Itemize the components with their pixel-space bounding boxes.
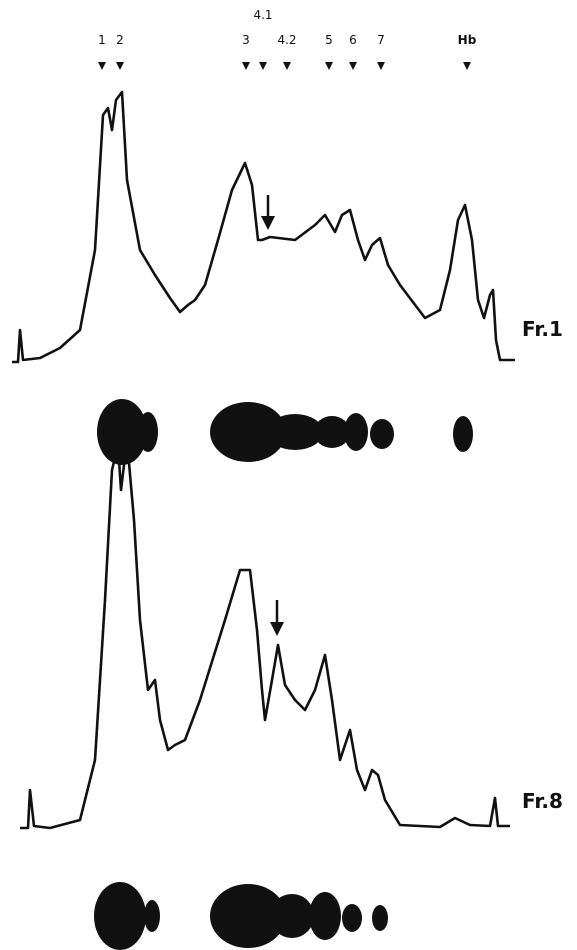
- band-label: 6: [349, 33, 357, 47]
- arrow: [270, 600, 284, 636]
- band-label: 1: [98, 33, 106, 47]
- arrow: [261, 195, 275, 230]
- marker-triangles: [98, 62, 471, 70]
- trace-fr1: [12, 92, 515, 362]
- band-label: 5: [325, 33, 333, 47]
- gel-fr8: [94, 882, 388, 950]
- band-label: 4.1: [253, 8, 272, 22]
- panel-label: Fr.1: [522, 317, 563, 341]
- figure: 1 2 3 4.1 4.2 5 6 7 Hb Fr.1 F: [0, 0, 577, 950]
- trace-fr8: [20, 440, 510, 828]
- gel-fr1: [97, 399, 473, 465]
- band-label: 4.2: [277, 33, 296, 47]
- band-label: 3: [242, 33, 250, 47]
- band-label: 7: [377, 33, 385, 47]
- page: {"markers": [ {"label": "1"}, {"label": …: [0, 0, 577, 950]
- band-label: Hb: [458, 33, 477, 47]
- band-label: 2: [116, 33, 124, 47]
- panel-label: Fr.8: [522, 789, 563, 813]
